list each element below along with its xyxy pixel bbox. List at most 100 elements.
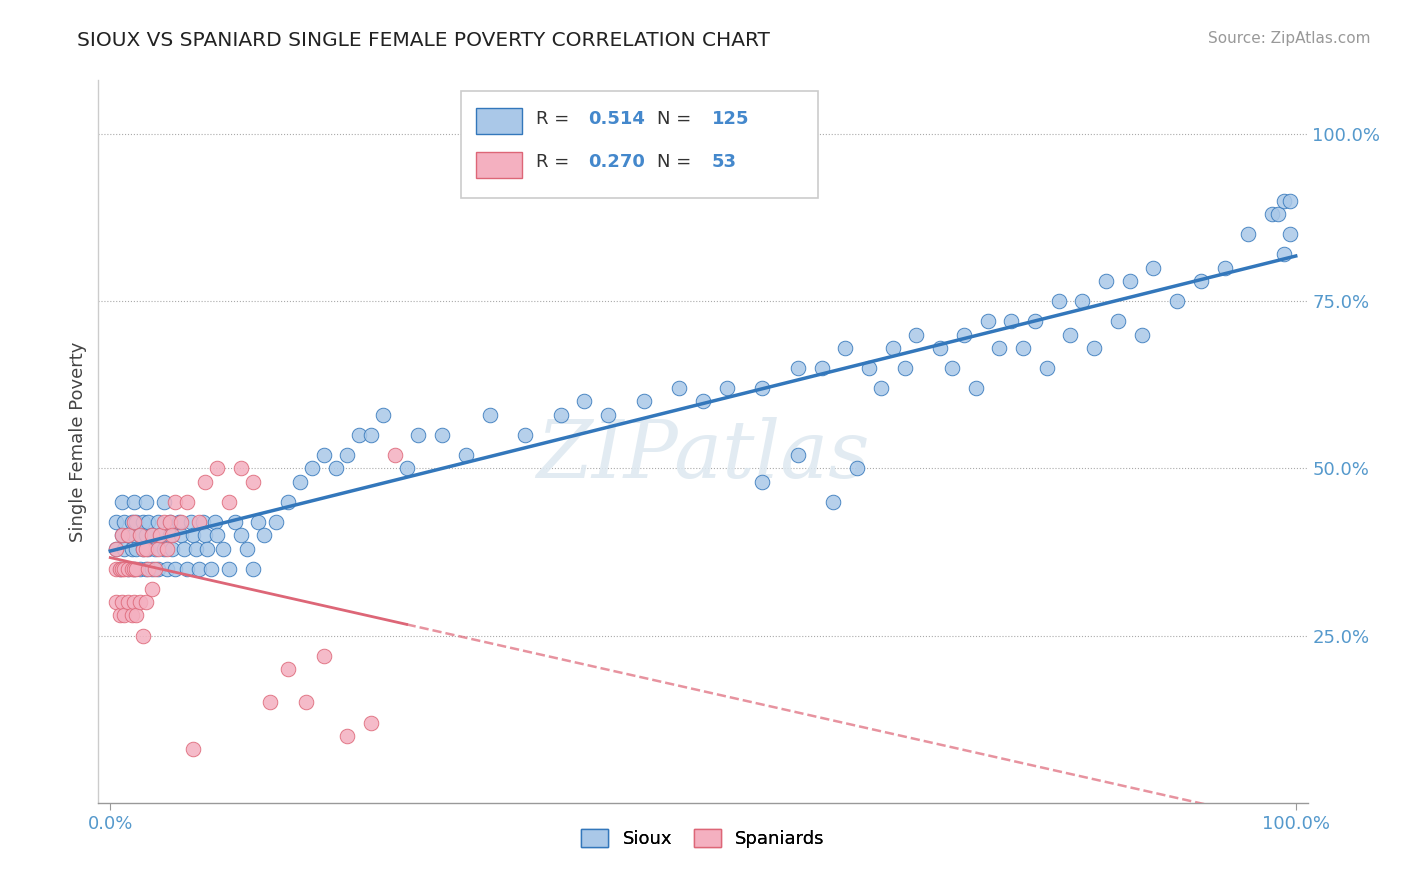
Point (515, 427, 537, 442)
Point (384, 448, 406, 462)
Point (135, 595, 157, 609)
Point (1213, 260, 1236, 275)
Text: 125: 125 (711, 110, 749, 128)
Point (170, 515, 193, 529)
Point (893, 361, 915, 376)
Point (143, 541, 166, 556)
Point (111, 595, 134, 609)
Point (1024, 314, 1046, 328)
Point (235, 541, 257, 556)
Text: 53: 53 (711, 153, 737, 171)
Point (122, 528, 145, 542)
Point (846, 461, 869, 475)
Point (1272, 194, 1295, 208)
Point (786, 448, 808, 462)
Y-axis label: Single Female Poverty: Single Female Poverty (69, 342, 87, 541)
Point (180, 515, 202, 529)
Point (218, 494, 240, 508)
Text: 0.514: 0.514 (588, 110, 645, 128)
Point (1278, 227, 1301, 242)
Point (188, 562, 211, 576)
Point (834, 341, 856, 355)
Point (905, 327, 928, 342)
Point (882, 341, 904, 355)
Point (122, 562, 145, 576)
Point (136, 515, 159, 529)
Point (160, 528, 183, 542)
Point (146, 562, 169, 576)
Point (181, 528, 204, 542)
Point (111, 528, 134, 542)
Point (976, 314, 998, 328)
Point (264, 515, 287, 529)
Point (1083, 341, 1105, 355)
Text: N =: N = (657, 153, 697, 171)
Point (114, 515, 136, 529)
Point (229, 461, 252, 475)
Point (716, 381, 738, 395)
Text: 0.270: 0.270 (588, 153, 645, 171)
Point (810, 361, 832, 376)
Point (205, 528, 228, 542)
FancyBboxPatch shape (475, 152, 522, 178)
Point (143, 562, 166, 576)
Point (312, 648, 335, 663)
Point (173, 541, 195, 556)
Point (1107, 314, 1129, 328)
Point (105, 562, 128, 576)
Point (152, 515, 174, 529)
Point (295, 696, 318, 710)
Point (1278, 194, 1301, 208)
Point (156, 562, 179, 576)
Point (129, 595, 152, 609)
Point (122, 562, 145, 576)
Point (108, 562, 131, 576)
Point (288, 475, 311, 489)
Text: SIOUX VS SPANIARD SINGLE FEMALE POVERTY CORRELATION CHART: SIOUX VS SPANIARD SINGLE FEMALE POVERTY … (77, 31, 770, 50)
Point (114, 541, 136, 556)
Point (1000, 314, 1022, 328)
FancyBboxPatch shape (475, 109, 522, 135)
Point (117, 528, 139, 542)
Point (108, 608, 131, 623)
Point (1142, 260, 1164, 275)
Point (132, 515, 155, 529)
Point (114, 608, 136, 623)
Point (336, 448, 359, 462)
Point (122, 595, 145, 609)
FancyBboxPatch shape (461, 91, 818, 198)
Point (141, 562, 163, 576)
Point (952, 327, 974, 342)
Point (117, 562, 139, 576)
Point (184, 541, 207, 556)
Point (1012, 341, 1035, 355)
Point (371, 408, 394, 422)
Point (136, 562, 159, 576)
Point (188, 515, 211, 529)
Point (105, 541, 128, 556)
Point (212, 541, 235, 556)
Text: R =: R = (536, 110, 575, 128)
Point (125, 541, 148, 556)
Point (454, 448, 477, 462)
Point (114, 562, 136, 576)
Point (181, 742, 204, 756)
Point (823, 494, 845, 508)
Point (159, 528, 181, 542)
Point (218, 562, 240, 576)
Point (1036, 361, 1059, 376)
Point (141, 528, 163, 542)
Point (121, 608, 143, 623)
Point (152, 541, 174, 556)
Point (121, 562, 143, 576)
Point (336, 729, 359, 743)
Point (129, 528, 152, 542)
Point (156, 541, 179, 556)
Point (125, 515, 148, 529)
Point (136, 541, 159, 556)
Point (277, 494, 299, 508)
Point (395, 461, 418, 475)
Point (165, 562, 187, 576)
Point (176, 494, 198, 508)
Point (159, 515, 181, 529)
